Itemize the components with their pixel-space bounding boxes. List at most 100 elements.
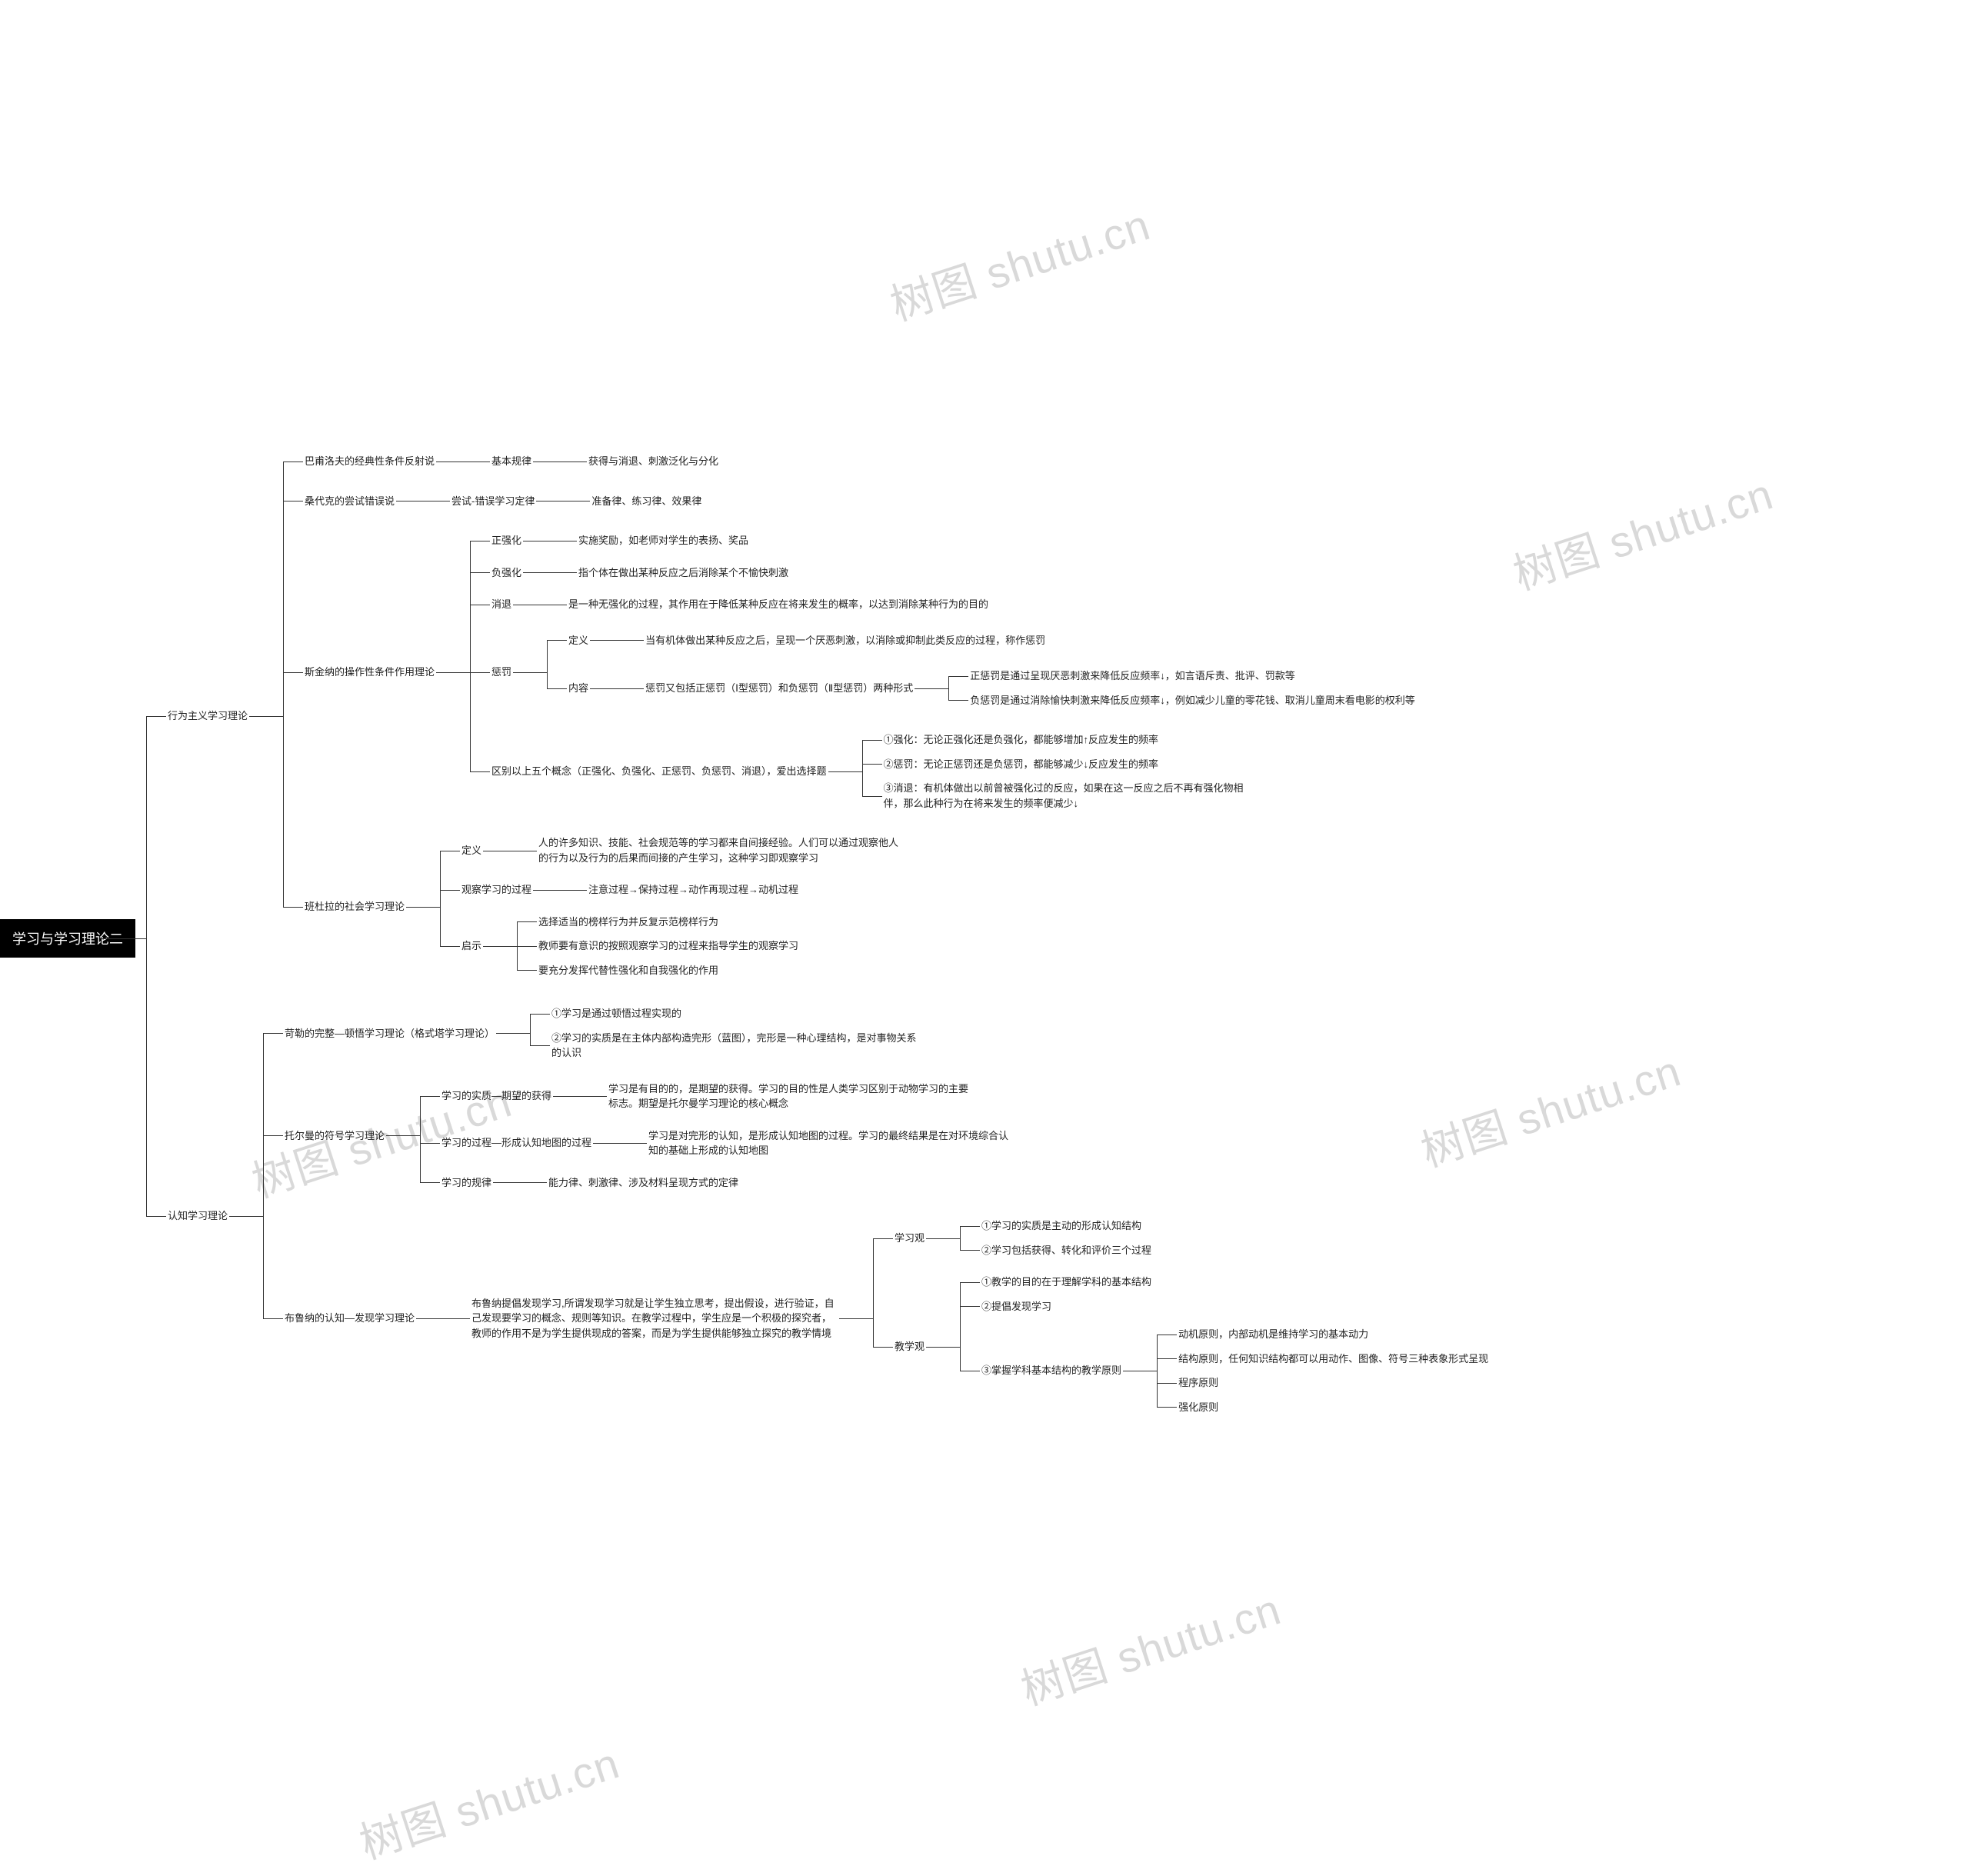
tree-node: 教师要有意识的按照观察学习的过程来指导学生的观察学习 bbox=[517, 934, 800, 958]
node-label: 启示 bbox=[460, 938, 483, 955]
tree-node: 准备律、练习律、效果律 bbox=[570, 489, 703, 514]
node-label: 准备律、练习律、效果律 bbox=[590, 493, 703, 510]
tree-node: 获得与消退、刺激泛化与分化 bbox=[567, 449, 720, 474]
tree-node: 定义 人的许多知识、技能、社会规范等的学习都来自间接经验。人们可以通过观察他人的行… bbox=[440, 827, 906, 874]
tree-node: 教学观①教学的目的在于理解学科的基本结构②提倡发现学习③掌握学科基本结构的教学原… bbox=[873, 1266, 1490, 1427]
node-label: 负强化 bbox=[490, 565, 523, 581]
node-label: 观察学习的过程 bbox=[460, 881, 533, 898]
tree-node: ③掌握学科基本结构的教学原则动机原则，内部动机是维持学习的基本动力结构原则，任何… bbox=[960, 1318, 1490, 1423]
tree-node: 苛勒的完整—顿悟学习理论（格式塔学习理论） ①学习是通过顿悟过程实现的 ②学习的实质… bbox=[263, 998, 1490, 1069]
mindmap-tree: 行为主义学习理论巴甫洛夫的经典性条件反射说基本规律获得与消退、刺激泛化与分化桑代… bbox=[100, 0, 1490, 1876]
tree-node: 内容 惩罚又包括正惩罚（Ⅰ型惩罚）和负惩罚（Ⅱ型惩罚）两种形式 正惩罚是通过呈现厌恶… bbox=[547, 656, 1417, 720]
node-label: 人的许多知识、技能、社会规范等的学习都来自间接经验。人们可以通过观察他人的行为以… bbox=[537, 835, 906, 866]
node-label: 学习的过程—形成认知地图的过程 bbox=[440, 1135, 593, 1151]
node-label: 消退 bbox=[490, 596, 513, 613]
node-label: 注意过程→保持过程→动作再现过程→动机过程 bbox=[587, 881, 800, 898]
node-label: ③消退：有机体做出以前曾被强化过的反应，如果在这一反应之后不再有强化物相伴，那么… bbox=[882, 780, 1251, 811]
tree-node: 学习的实质—期望的获得 学习是有目的的，是期望的获得。学习的目的性是人类学习区别于… bbox=[420, 1073, 1016, 1120]
tree-node: 巴甫洛夫的经典性条件反射说 基本规律 获得与消退、刺激泛化与分化 bbox=[283, 442, 1417, 481]
tree-node: 桑代克的尝试错误说 尝试-错误学习定律 准备律、练习律、效果律 bbox=[283, 481, 1417, 521]
node-label: 惩罚又包括正惩罚（Ⅰ型惩罚）和负惩罚（Ⅱ型惩罚）两种形式 bbox=[644, 680, 915, 697]
node-label: 获得与消退、刺激泛化与分化 bbox=[587, 453, 720, 470]
node-label: 能力律、刺激律、涉及材料呈现方式的定律 bbox=[547, 1175, 740, 1191]
node-label: 基本规律 bbox=[490, 453, 533, 470]
tree-node: 正惩罚是通过呈现厌恶刺激来降低反应频率↓，如言语斥责、批评、罚款等 bbox=[948, 664, 1417, 688]
tree-node: 惩罚又包括正惩罚（Ⅰ型惩罚）和负惩罚（Ⅱ型惩罚）两种形式 正惩罚是通过呈现厌恶刺激… bbox=[624, 660, 1417, 716]
node-label: 指个体在做出某种反应之后消除某个不愉快刺激 bbox=[577, 565, 790, 581]
node-label: 强化原则 bbox=[1177, 1399, 1220, 1416]
tree-node: 学习观 ①学习的实质是主动的形成认知结构 ②学习包括获得、转化和评价三个过程 bbox=[873, 1210, 1490, 1266]
tree-node: 能力律、刺激律、涉及材料呈现方式的定律 bbox=[527, 1171, 740, 1195]
node-label: 教师要有意识的按照观察学习的过程来指导学生的观察学习 bbox=[537, 938, 800, 955]
node-label: 教学观 bbox=[893, 1338, 926, 1355]
tree-node: ③消退：有机体做出以前曾被强化过的反应，如果在这一反应之后不再有强化物相伴，那么… bbox=[862, 776, 1251, 815]
node-label: 尝试-错误学习定律 bbox=[450, 493, 536, 510]
node-label: ①教学的目的在于理解学科的基本结构 bbox=[980, 1274, 1153, 1291]
node-label: ①学习的实质是主动的形成认知结构 bbox=[980, 1218, 1143, 1235]
tree-node: ②学习包括获得、转化和评价三个过程 bbox=[960, 1238, 1153, 1263]
node-label: 正惩罚是通过呈现厌恶刺激来降低反应频率↓，如言语斥责、批评、罚款等 bbox=[968, 668, 1297, 685]
node-label: ②惩罚：无论正惩罚还是负惩罚，都能够减少↓反应发生的频率 bbox=[882, 756, 1161, 773]
tree-node: 托尔曼的符号学习理论 学习的实质—期望的获得 学习是有目的的，是期望的获得。学习的目… bbox=[263, 1069, 1490, 1203]
node-label: 学习是对完形的认知，是形成认知地图的过程。学习的最终结果是在对环境综合认知的基础… bbox=[647, 1128, 1016, 1159]
node-label: ②学习包括获得、转化和评价三个过程 bbox=[980, 1242, 1153, 1259]
node-label: 巴甫洛夫的经典性条件反射说 bbox=[303, 453, 436, 470]
tree-node: 认知学习理论 苛勒的完整—顿悟学习理论（格式塔学习理论） ①学习是通过顿悟过程实现的… bbox=[146, 994, 1490, 1438]
node-label: 定义 bbox=[460, 842, 483, 859]
node-label: 区别以上五个概念（正强化、负强化、正惩罚、负惩罚、消退），爱出选择题 bbox=[490, 763, 828, 780]
tree-node: ①学习是通过顿悟过程实现的 bbox=[530, 1001, 919, 1026]
node-label: ①学习是通过顿悟过程实现的 bbox=[550, 1005, 683, 1022]
node-label: 桑代克的尝试错误说 bbox=[303, 493, 396, 510]
tree-node: ②学习的实质是在主体内部构造完形（蓝图），完形是一种心理结构，是对事物关系的认识 bbox=[530, 1026, 919, 1065]
node-label: 选择适当的榜样行为并反复示范榜样行为 bbox=[537, 914, 720, 931]
node-label: 结构原则，任何知识结构都可以用动作、图像、符号三种表象形式呈现 bbox=[1177, 1351, 1490, 1368]
tree-node: 布鲁纳的认知—发现学习理论布鲁纳提倡发现学习,所谓发现学习就是让学生独立思考，提… bbox=[263, 1202, 1490, 1434]
tree-node: 定义 当有机体做出某种反应之后，呈现一个厌恶刺激，以消除或抑制此类反应的过程，称作… bbox=[547, 625, 1417, 657]
node-label: 布鲁纳提倡发现学习,所谓发现学习就是让学生独立思考，提出假设，进行验证，自己发现… bbox=[470, 1295, 839, 1342]
node-label: 认知学习理论 bbox=[166, 1208, 229, 1225]
node-label: 班杜拉的社会学习理论 bbox=[303, 898, 406, 915]
node-label: 负惩罚是通过消除愉快刺激来降低反应频率↓，例如减少儿童的零花钱、取消儿童周末看电… bbox=[968, 692, 1417, 709]
node-label: 当有机体做出某种反应之后，呈现一个厌恶刺激，以消除或抑制此类反应的过程，称作惩罚 bbox=[644, 632, 1047, 649]
tree-node: ①学习的实质是主动的形成认知结构 bbox=[960, 1214, 1153, 1238]
tree-node: 基本规律 获得与消退、刺激泛化与分化 bbox=[470, 445, 720, 478]
mindmap-canvas: 树图 shutu.cn 树图 shutu.cn 树图 shutu.cn 树图 s… bbox=[0, 0, 1969, 1876]
node-label: 实施奖励，如老师对学生的表扬、奖品 bbox=[577, 532, 750, 549]
node-label: 惩罚 bbox=[490, 664, 513, 681]
tree-node: 区别以上五个概念（正强化、负强化、正惩罚、负惩罚、消退），爱出选择题 ①强化：无论… bbox=[470, 724, 1417, 819]
node-label: 是一种无强化的过程，其作用在于降低某种反应在将来发生的概率，以达到消除某种行为的… bbox=[567, 596, 990, 613]
tree-node: 正强化实施奖励，如老师对学生的表扬、奖品 bbox=[470, 525, 1417, 557]
node-label: 学习的实质—期望的获得 bbox=[440, 1088, 553, 1105]
node-label: 要充分发挥代替性强化和自我强化的作用 bbox=[537, 962, 720, 979]
tree-node: 注意过程→保持过程→动作再现过程→动机过程 bbox=[567, 878, 800, 902]
tree-node: 学习是对完形的认知，是形成认知地图的过程。学习的最终结果是在对环境综合认知的基础… bbox=[627, 1124, 1016, 1163]
node-label: 学习的规律 bbox=[440, 1175, 493, 1191]
tree-node: 启示 选择适当的榜样行为并反复示范榜样行为教师要有意识的按照观察学习的过程来指导学… bbox=[440, 906, 906, 987]
node-label: 学习观 bbox=[893, 1230, 926, 1247]
tree-node: 负强化 指个体在做出某种反应之后消除某个不愉快刺激 bbox=[470, 557, 1417, 589]
tree-node: 程序原则 bbox=[1157, 1371, 1490, 1395]
tree-node: 惩罚 定义 当有机体做出某种反应之后，呈现一个厌恶刺激，以消除或抑制此类反应的过程，… bbox=[470, 621, 1417, 725]
tree-node: 学习的规律 能力律、刺激律、涉及材料呈现方式的定律 bbox=[420, 1167, 1016, 1199]
node-label: 托尔曼的符号学习理论 bbox=[283, 1128, 386, 1145]
tree-node: 结构原则，任何知识结构都可以用动作、图像、符号三种表象形式呈现 bbox=[1157, 1347, 1490, 1371]
tree-node: ②惩罚：无论正惩罚还是负惩罚，都能够减少↓反应发生的频率 bbox=[862, 752, 1251, 777]
node-label: ③掌握学科基本结构的教学原则 bbox=[980, 1362, 1123, 1379]
node-label: 苛勒的完整—顿悟学习理论（格式塔学习理论） bbox=[283, 1025, 496, 1042]
node-label: 定义 bbox=[567, 632, 590, 649]
tree-node: 强化原则 bbox=[1157, 1395, 1490, 1420]
node-label: ①强化：无论正强化还是负强化，都能够增加↑反应发生的频率 bbox=[882, 731, 1161, 748]
tree-node: 是一种无强化的过程，其作用在于降低某种反应在将来发生的概率，以达到消除某种行为的… bbox=[547, 592, 990, 617]
node-label: 内容 bbox=[567, 680, 590, 697]
node-label: ②学习的实质是在主体内部构造完形（蓝图），完形是一种心理结构，是对事物关系的认识 bbox=[550, 1030, 919, 1061]
node-label: 斯金纳的操作性条件作用理论 bbox=[303, 664, 436, 681]
tree-node: ①教学的目的在于理解学科的基本结构 bbox=[960, 1270, 1490, 1295]
node-label: 学习是有目的的，是期望的获得。学习的目的性是人类学习区别于动物学习的主要标志。期… bbox=[607, 1081, 976, 1112]
watermark: 树图 shutu.cn bbox=[1504, 460, 1780, 602]
tree-node: 行为主义学习理论巴甫洛夫的经典性条件反射说基本规律获得与消退、刺激泛化与分化桑代… bbox=[146, 438, 1490, 994]
node-label: 程序原则 bbox=[1177, 1375, 1220, 1391]
tree-node: 班杜拉的社会学习理论 定义 人的许多知识、技能、社会规范等的学习都来自间接经验。人们… bbox=[283, 823, 1417, 990]
tree-node: 指个体在做出某种反应之后消除某个不愉快刺激 bbox=[557, 561, 790, 585]
tree-node: 斯金纳的操作性条件作用理论 正强化实施奖励，如老师对学生的表扬、奖品负强化 指个体在… bbox=[283, 521, 1417, 823]
tree-node: 观察学习的过程 注意过程→保持过程→动作再现过程→动机过程 bbox=[440, 874, 906, 906]
